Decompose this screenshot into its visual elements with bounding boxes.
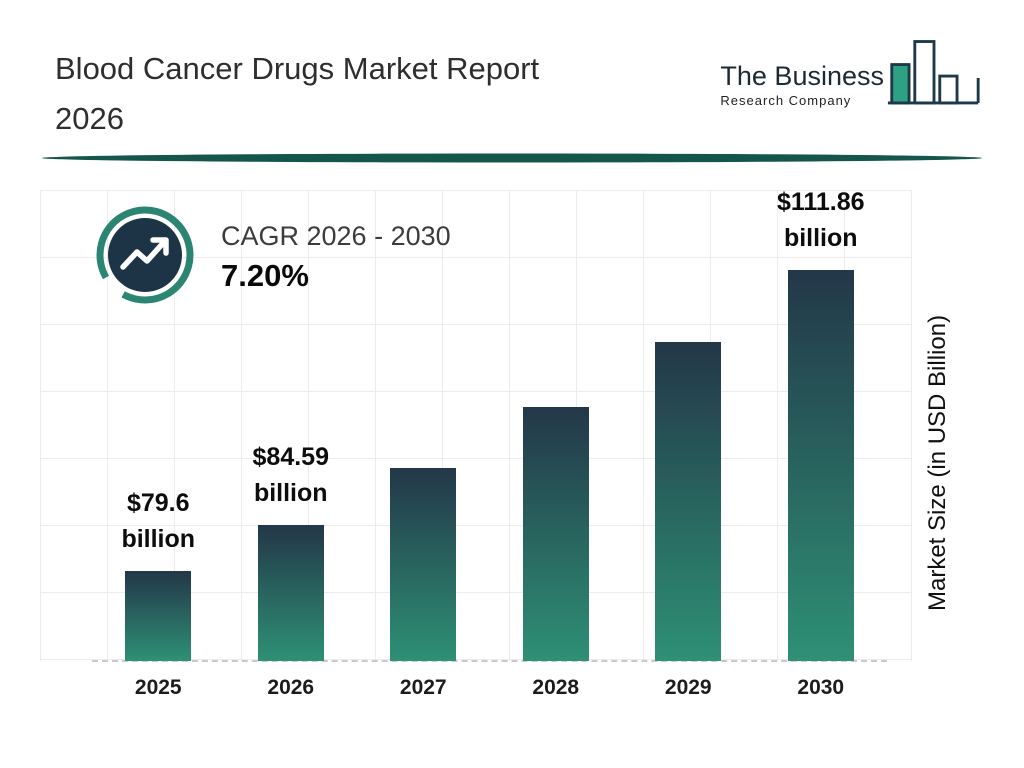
bar-2027 [390,468,457,661]
bar-2026 [257,525,324,661]
bar-column-2030: $111.86 billion [755,61,888,661]
header-divider [42,153,982,163]
bar-column-2027 [357,61,490,661]
cagr-value: 7.20% [221,258,309,293]
bar-value-label-2025: $79.6 billion [121,488,196,553]
bar-column-2029 [622,61,755,661]
bar-column-2025: $79.6 billion [92,61,225,661]
page-title: Blood Cancer Drugs Market Report 2026 [55,44,539,143]
bar-2029 [655,342,722,661]
bar-value-label-2026: $84.59 billion [252,442,329,507]
x-axis-label-2025: 2025 [134,676,182,699]
logo-name: The Business [720,61,884,91]
cagr-badge: CAGR 2026 - 2030 7.20% [95,205,451,310]
logo-subname: Research Company [720,92,852,108]
page-title-line2: 2026 [55,100,124,136]
bar-column-2026: $84.59 billion [225,61,358,661]
x-axis-label-2026: 2026 [267,676,315,699]
bar-chart-logo-icon [886,36,982,125]
x-axis-label-2030: 2030 [797,676,845,699]
cagr-label: CAGR 2026 - 2030 [221,221,451,251]
x-axis-label-2027: 2027 [399,676,447,699]
bar-2025 [125,571,192,661]
trending-up-icon [95,205,195,310]
bar-value-label-2030: $111.86 billion [776,187,865,252]
x-axis-row: 2025 2026 2027 2028 2029 2030 [92,676,887,700]
cagr-texts: CAGR 2026 - 2030 7.20% [221,221,451,294]
company-logo-text: The Business Research Company [720,61,884,108]
company-logo: The Business Research Company [720,36,982,125]
bar-2028 [522,407,589,661]
bar-2030 [787,270,854,661]
x-axis-label-2028: 2028 [532,676,580,699]
bars-row: $79.6 billion $84.59 billion $111.86 billion [92,61,887,661]
page-title-line1: Blood Cancer Drugs Market Report [55,51,540,86]
bar-column-2028 [490,61,623,661]
y-axis-label: Market Size (in USD Billion) [924,314,951,612]
x-axis-baseline [92,660,887,662]
x-axis-label-2029: 2029 [664,676,712,699]
